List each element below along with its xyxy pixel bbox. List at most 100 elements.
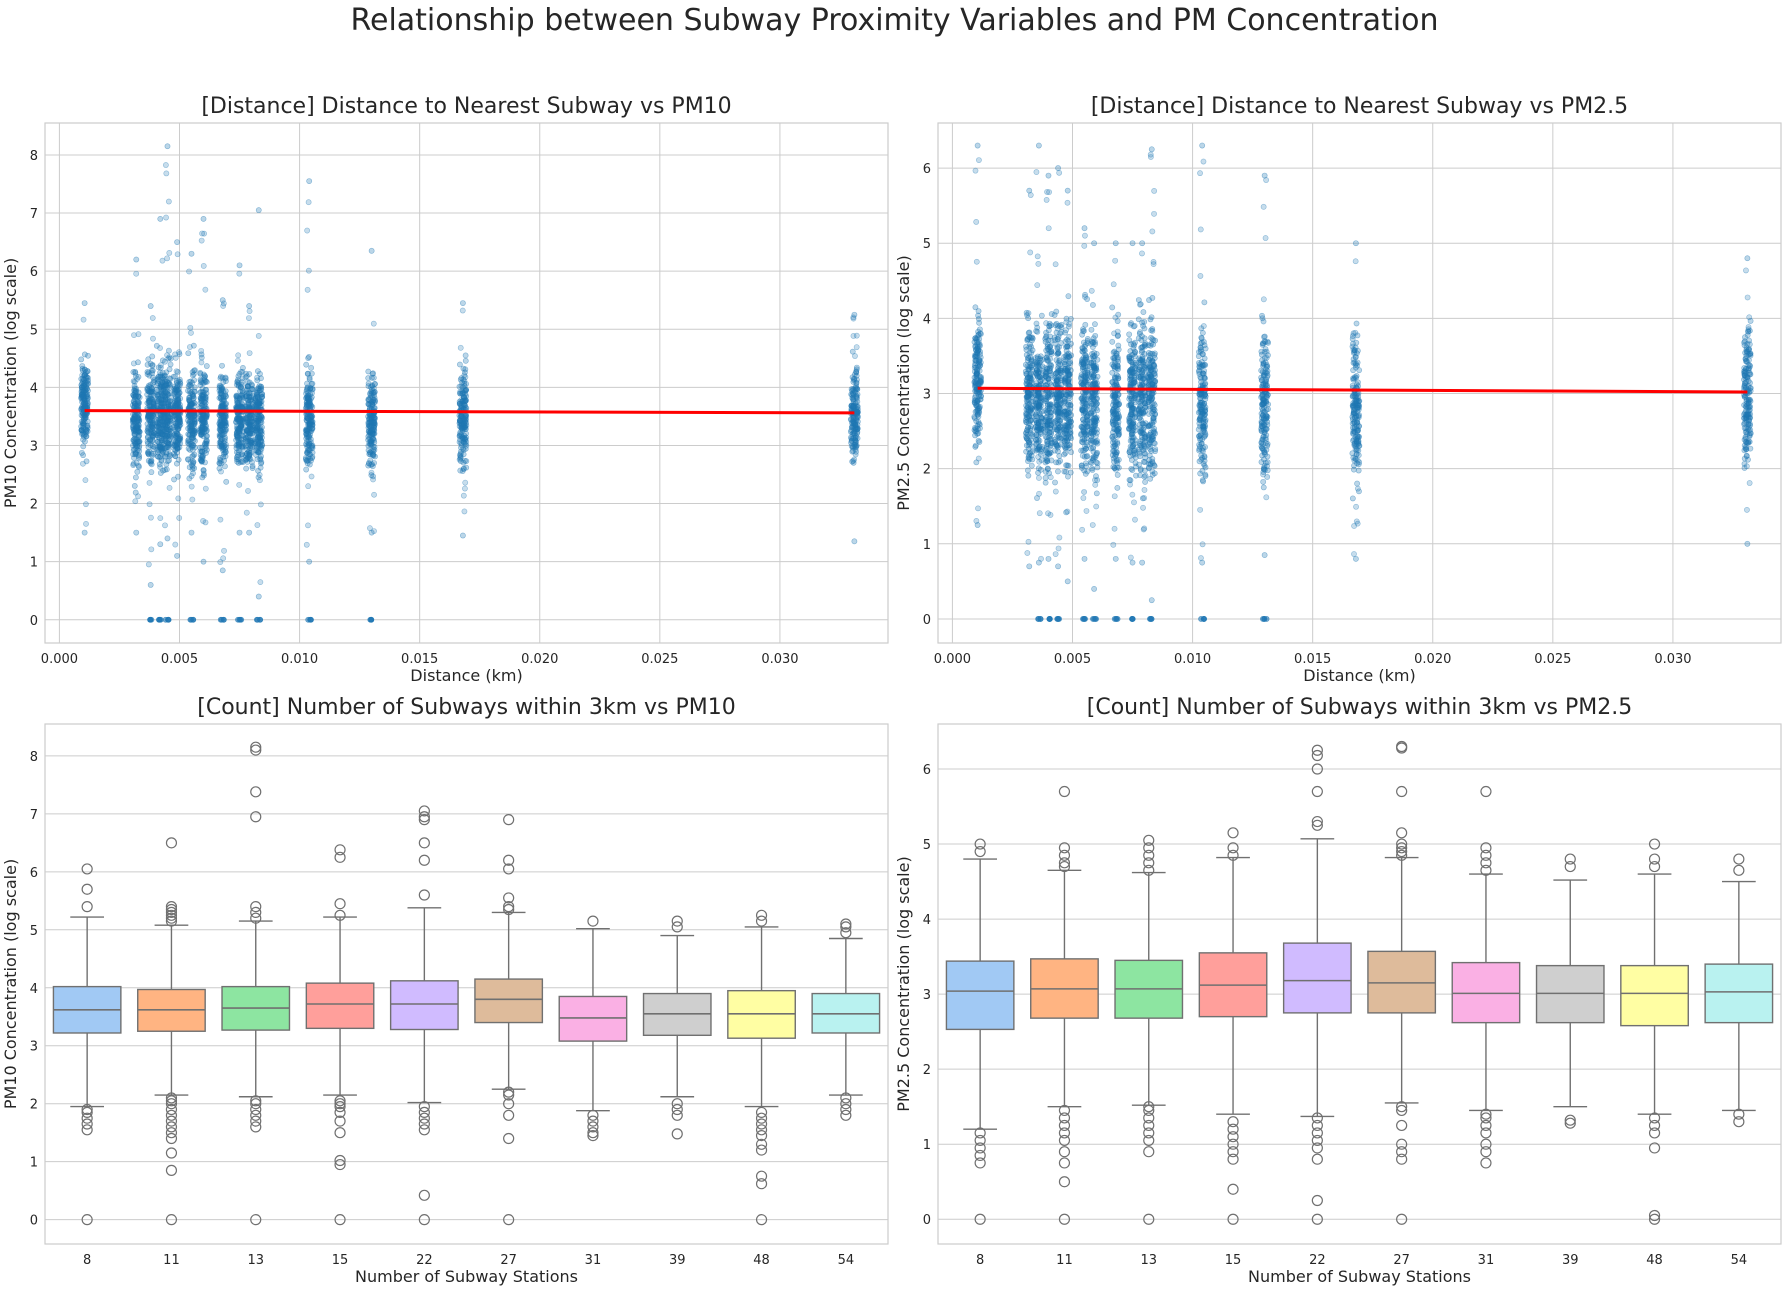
data-point [460, 492, 467, 499]
y-tick-label: 0 [923, 613, 931, 628]
data-point [1025, 538, 1032, 545]
data-point [1066, 442, 1072, 449]
data-point [81, 300, 88, 307]
data-point [172, 393, 179, 400]
data-point [1129, 389, 1136, 396]
data-point [82, 379, 88, 386]
data-point [1062, 390, 1069, 397]
x-tick-label: 0.025 [1534, 652, 1571, 667]
data-point [175, 495, 182, 502]
data-point [83, 433, 90, 440]
data-point [306, 394, 312, 401]
data-point [304, 227, 311, 234]
x-tick-label: 0.020 [521, 652, 558, 667]
data-point [1063, 319, 1070, 325]
panel-title: [Distance] Distance to Nearest Subway vs… [201, 94, 731, 119]
data-point [187, 431, 193, 438]
data-point [303, 541, 310, 548]
data-point [1028, 344, 1035, 350]
data-point [1082, 378, 1088, 385]
data-point [199, 448, 205, 455]
data-point [854, 425, 861, 432]
x-tick-label: 0.030 [761, 652, 798, 667]
data-point [80, 443, 87, 450]
data-point [1079, 424, 1085, 430]
data-point [1089, 340, 1096, 346]
data-point [1093, 503, 1100, 510]
data-point [460, 423, 466, 430]
data-point [202, 485, 209, 492]
x-tick-label: 0.025 [641, 652, 678, 667]
data-point [188, 250, 195, 257]
data-point [1110, 541, 1117, 548]
data-point [1053, 417, 1060, 424]
data-point [1026, 456, 1033, 462]
data-point [146, 479, 153, 486]
data-point [148, 514, 154, 521]
data-point [198, 354, 205, 361]
data-point [1132, 516, 1138, 523]
data-point [192, 367, 198, 374]
y-tick-label: 2 [30, 498, 38, 513]
data-point [972, 397, 979, 404]
data-point [1035, 453, 1042, 460]
data-point [235, 357, 241, 364]
data-point [303, 466, 310, 473]
y-tick-label: 5 [923, 237, 931, 252]
data-point [202, 403, 209, 410]
data-point [851, 538, 858, 545]
scatter-column [216, 297, 230, 623]
data-point [1093, 405, 1100, 412]
y-tick-label: 4 [923, 312, 931, 327]
data-point [1088, 326, 1095, 333]
data-point [1061, 468, 1068, 475]
data-point [1129, 559, 1136, 566]
data-point [1026, 187, 1033, 194]
data-point [166, 457, 172, 464]
data-point [307, 403, 314, 410]
data-point [131, 378, 138, 385]
data-point [1079, 436, 1086, 442]
scatter-column [456, 300, 470, 539]
data-point [457, 453, 464, 459]
data-point [1128, 411, 1135, 418]
data-point [255, 434, 261, 441]
data-point [135, 374, 142, 380]
data-point [166, 250, 173, 256]
data-point [1044, 418, 1051, 425]
data-point [1061, 359, 1068, 366]
data-point [1028, 462, 1035, 469]
plot-frame [44, 122, 889, 644]
data-point [851, 443, 858, 450]
data-point [1035, 260, 1042, 267]
data-point [163, 428, 170, 435]
data-point [1112, 314, 1119, 321]
x-tick-label: 0.005 [161, 652, 198, 667]
data-point [1028, 334, 1035, 341]
data-point [305, 267, 312, 274]
data-point [306, 178, 313, 185]
data-point [186, 344, 193, 350]
data-point [245, 488, 251, 494]
data-point [1127, 452, 1134, 459]
data-point [1090, 373, 1097, 380]
data-point [1129, 616, 1136, 622]
data-point [161, 418, 168, 425]
data-point [222, 418, 229, 425]
data-point [167, 361, 174, 368]
data-point [234, 422, 241, 429]
data-point [977, 403, 983, 410]
data-point [1093, 400, 1100, 407]
data-point [83, 501, 89, 508]
data-point [1081, 555, 1088, 562]
data-point [1055, 459, 1062, 466]
data-point [1035, 142, 1042, 149]
data-point [82, 426, 89, 433]
data-point [974, 142, 981, 149]
data-point [148, 546, 155, 553]
data-point [1091, 616, 1098, 622]
data-point [131, 383, 138, 389]
data-point [1141, 473, 1148, 480]
data-point [219, 567, 226, 574]
data-point [1079, 526, 1086, 533]
